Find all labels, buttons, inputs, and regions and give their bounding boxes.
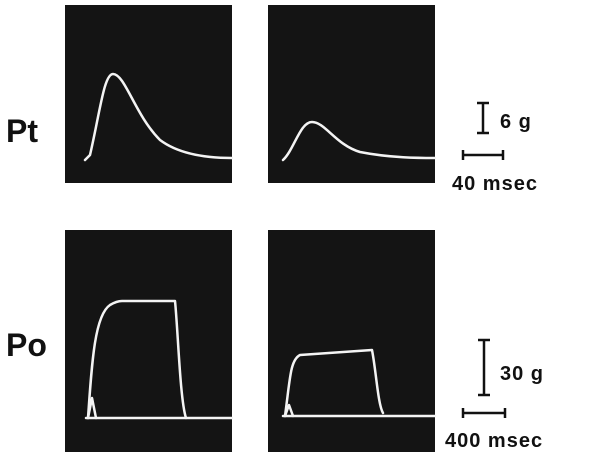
row-label: Pt (6, 113, 38, 149)
scale-label: 40 msec (452, 173, 538, 195)
figure: Pt Po 6 g 40 msec 30 g 400 msec (0, 0, 593, 454)
row-label: Po (6, 327, 47, 363)
panel (268, 230, 435, 452)
scale-label: 30 g (500, 363, 544, 385)
scale-label: 6 g (500, 111, 532, 133)
scale-label: 400 msec (445, 430, 543, 452)
